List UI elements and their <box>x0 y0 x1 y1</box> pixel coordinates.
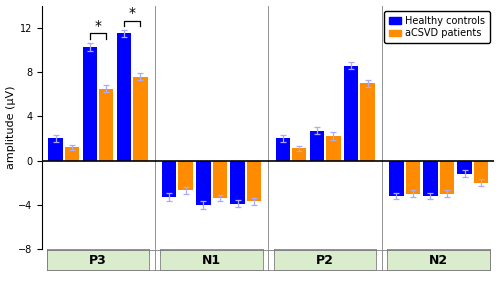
Bar <box>424 160 438 196</box>
Bar <box>389 160 404 196</box>
Bar <box>360 83 374 160</box>
Bar <box>178 160 193 190</box>
Bar <box>440 160 454 194</box>
Bar <box>162 160 176 197</box>
Bar <box>82 47 97 160</box>
Bar <box>344 66 358 160</box>
Legend: Healthy controls, aCSVD patients: Healthy controls, aCSVD patients <box>384 11 490 43</box>
Bar <box>276 138 290 160</box>
Text: P2: P2 <box>316 254 334 267</box>
Bar <box>65 147 80 160</box>
Text: P3: P3 <box>89 254 107 267</box>
Bar <box>133 76 148 160</box>
Y-axis label: amplitude (μV): amplitude (μV) <box>6 86 16 169</box>
Bar <box>247 160 261 201</box>
Bar <box>326 136 340 160</box>
Text: N1: N1 <box>202 254 221 267</box>
Bar <box>212 160 227 198</box>
Bar <box>48 138 63 160</box>
Bar <box>99 89 114 160</box>
Bar <box>292 148 306 160</box>
Text: *: * <box>94 19 102 33</box>
Bar <box>230 160 244 204</box>
Bar <box>196 160 210 205</box>
Bar <box>458 160 472 174</box>
Text: N2: N2 <box>429 254 448 267</box>
Bar <box>310 131 324 160</box>
Bar <box>474 160 488 183</box>
Bar <box>117 33 131 160</box>
Text: *: * <box>128 6 136 20</box>
Bar <box>406 160 420 194</box>
